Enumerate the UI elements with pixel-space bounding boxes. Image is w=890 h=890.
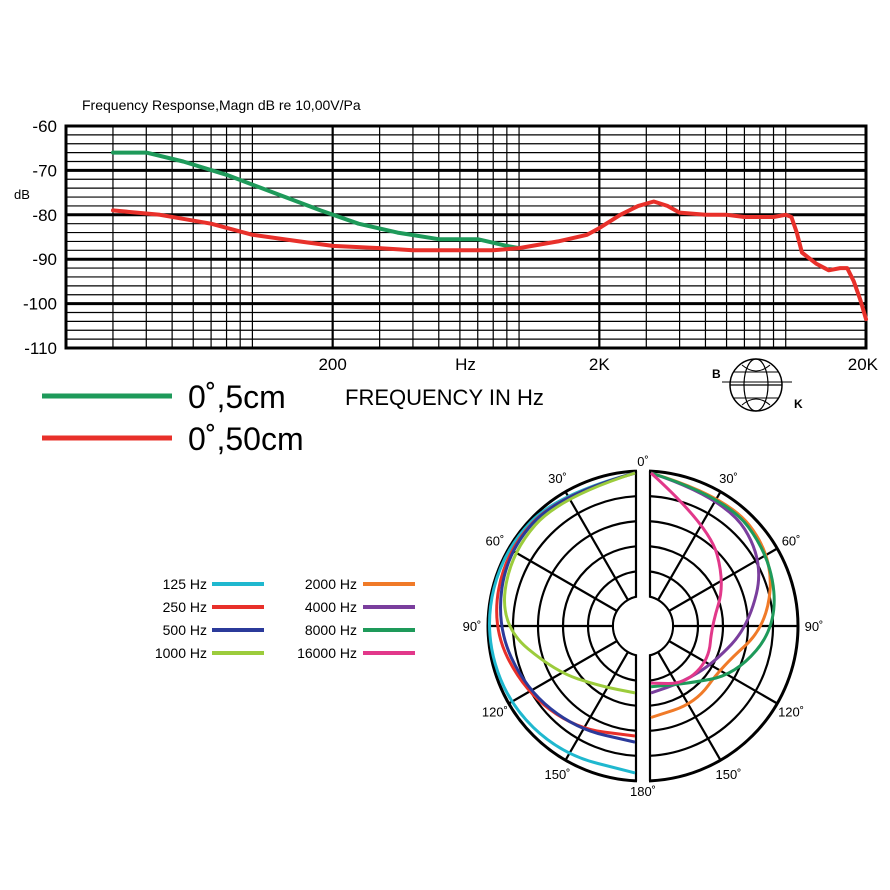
y-tick-label: -70 bbox=[32, 161, 57, 180]
response-grid bbox=[64, 124, 868, 350]
x-tick-label: 20K bbox=[848, 355, 879, 374]
plot-frame bbox=[64, 124, 868, 350]
polar-angle-label: 120˚ bbox=[778, 705, 804, 720]
y-tick-label: -90 bbox=[32, 250, 57, 269]
polar-angle-label: 60˚ bbox=[486, 534, 505, 549]
x-tick-label: Hz bbox=[455, 355, 476, 374]
y-tick-label: -80 bbox=[32, 206, 57, 225]
y-tick-label: -60 bbox=[32, 117, 57, 136]
polar-grid bbox=[486, 465, 800, 787]
series-line-5cm bbox=[111, 150, 522, 251]
polar-angle-label: 0˚ bbox=[637, 454, 649, 469]
microphone-logo bbox=[722, 358, 792, 412]
polar-legend-label: 16000 Hz bbox=[297, 645, 357, 661]
polar-spoke bbox=[564, 651, 629, 761]
polar-center bbox=[614, 597, 672, 655]
y-tick-label: -110 bbox=[24, 339, 57, 358]
polar-curve-500hz bbox=[499, 471, 636, 744]
polar-spoke bbox=[564, 491, 629, 601]
polar-curve-8000hz bbox=[650, 471, 776, 689]
polar-angle-label: 30˚ bbox=[548, 471, 567, 486]
polar-angle-label: 150˚ bbox=[715, 767, 741, 782]
polar-angle-label: 60˚ bbox=[782, 534, 801, 549]
x-tick-label: 2K bbox=[589, 355, 610, 374]
logo-letter-k: K bbox=[794, 397, 803, 411]
polar-spoke bbox=[668, 640, 778, 705]
logo-letter-b: B bbox=[712, 367, 721, 381]
y-tick-label: -100 bbox=[23, 295, 57, 314]
y-tick-labels: -60 -70 -80 -90 -100 -110 bbox=[23, 117, 57, 358]
polar-spoke bbox=[657, 651, 722, 761]
polar-legend-label: 4000 Hz bbox=[305, 599, 357, 615]
polar-angle-label: 90˚ bbox=[805, 619, 824, 634]
response-title: Frequency Response,Magn dB re 10,00V/Pa bbox=[82, 97, 361, 113]
polar-spoke bbox=[657, 491, 722, 601]
y-axis-label: dB bbox=[14, 187, 30, 202]
polar-angle-labels: 0˚ 30˚ 60˚ 90˚ 120˚ 150˚ 180˚ 30˚ 60˚ 90˚ 120˚ 150˚ bbox=[463, 454, 824, 799]
response-series bbox=[111, 150, 868, 322]
polar-legend-label: 2000 Hz bbox=[305, 576, 357, 592]
polar-legend: 125 Hz 250 Hz 500 Hz 1000 Hz 2000 Hz 4000 Hz 8… bbox=[155, 576, 415, 661]
polar-spoke bbox=[668, 547, 778, 612]
x-tick-labels: 200 Hz 2K 20K bbox=[318, 355, 878, 374]
polar-curve-1000hz bbox=[503, 471, 636, 695]
polar-legend-label: 1000 Hz bbox=[155, 645, 207, 661]
polar-legend-label: 500 Hz bbox=[163, 622, 207, 638]
polar-series bbox=[488, 471, 776, 775]
legend-label-50cm: 0˚,50cm bbox=[188, 421, 304, 457]
polar-angle-label: 30˚ bbox=[719, 471, 738, 486]
polar-legend-label: 250 Hz bbox=[163, 599, 207, 615]
polar-legend-label: 8000 Hz bbox=[305, 622, 357, 638]
polar-angle-label: 90˚ bbox=[463, 619, 482, 634]
polar-curve-16000hz bbox=[649, 471, 723, 686]
polar-angle-label: 150˚ bbox=[544, 767, 570, 782]
polar-angle-label: 120˚ bbox=[482, 705, 508, 720]
x-tick-label: 200 bbox=[318, 355, 346, 374]
polar-spoke bbox=[508, 547, 618, 612]
legend-label-5cm: 0˚,5cm bbox=[188, 379, 286, 415]
series-line-50cm bbox=[111, 199, 868, 322]
polar-legend-label: 125 Hz bbox=[163, 576, 207, 592]
x-axis-label: FREQUENCY IN Hz bbox=[345, 385, 544, 410]
polar-angle-label: 180˚ bbox=[630, 784, 656, 799]
